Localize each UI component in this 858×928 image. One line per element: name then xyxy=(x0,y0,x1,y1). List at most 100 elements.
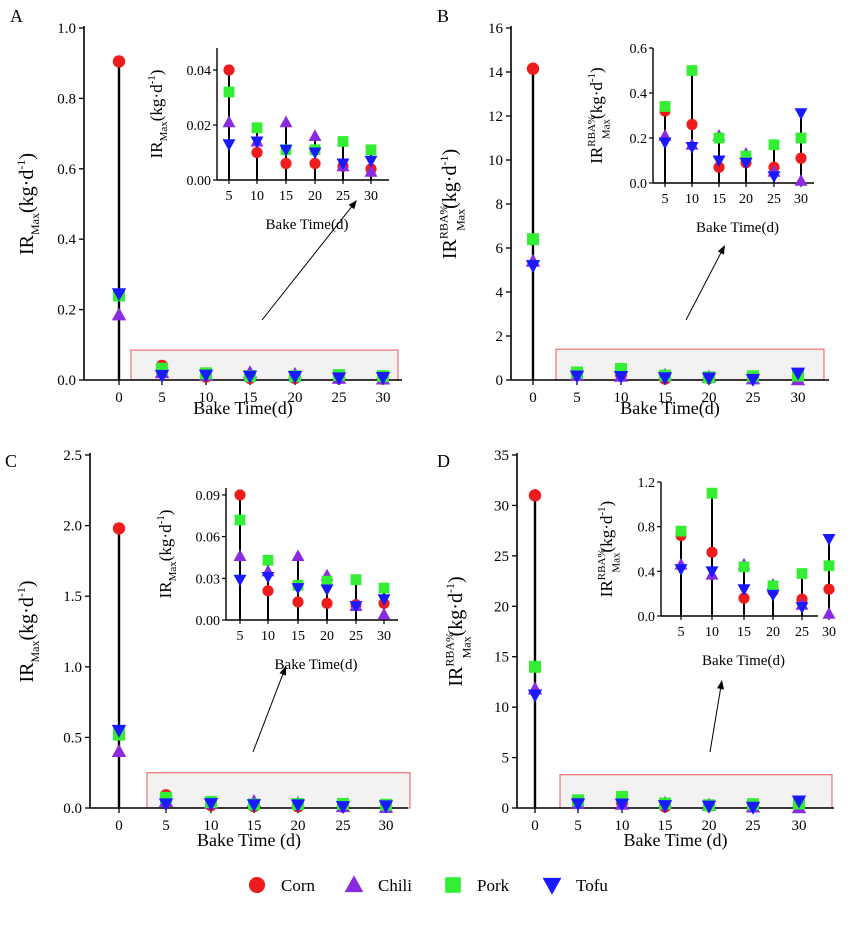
x-tick-label: 5 xyxy=(574,818,582,834)
marker-tofu-30 xyxy=(790,367,806,381)
inset-marker-tofu-20 xyxy=(320,584,334,597)
inset-marker-pork-10 xyxy=(262,554,274,566)
legend: Corn Chili Pork Tofu xyxy=(248,875,608,895)
ylabel-base: IR xyxy=(16,662,38,683)
y-tick-label: 14 xyxy=(488,65,504,81)
y-tick-label: 0.0 xyxy=(63,801,82,817)
inset-x-tick-label: 10 xyxy=(250,189,264,204)
marker-tofu-25 xyxy=(331,372,347,386)
inset-marker-chili-15 xyxy=(279,115,293,128)
inset-y-tick-label: 0.0 xyxy=(638,610,656,625)
y-tick-label: 2 xyxy=(496,329,504,345)
inset-marker-corn-15 xyxy=(738,592,750,604)
inset-marker-corn-30 xyxy=(795,152,807,164)
marker-tofu-15 xyxy=(242,370,258,384)
ylabel-close: ) xyxy=(147,70,166,76)
y-tick-label: 0 xyxy=(502,801,510,817)
x-tick-label: 30 xyxy=(791,390,806,406)
zoom-arrow xyxy=(252,672,284,753)
y-tick-label: 0.0 xyxy=(57,373,76,389)
inset-x-axis-title: Bake Time(d) xyxy=(696,220,779,236)
zoom-arrow-head xyxy=(279,666,287,676)
inset-marker-tofu-5 xyxy=(222,139,236,151)
legend-item-pork: Pork xyxy=(445,876,510,895)
svg-text:IRRBA%Max(kg·d-1): IRRBA% Max(kg·d-1) xyxy=(437,149,468,259)
x-tick-label: 25 xyxy=(746,390,761,406)
inset-marker-tofu-5 xyxy=(233,574,247,587)
x-tick-label: 30 xyxy=(379,818,394,834)
x-axis-title: Bake Time(d) xyxy=(193,398,293,419)
inset-marker-tofu-5 xyxy=(658,137,672,150)
inset-y-tick-label: 0.09 xyxy=(196,489,221,504)
marker-corn-0 xyxy=(112,522,126,535)
y-axis-title: IRRBA% Max(kg·d-1) xyxy=(443,576,474,686)
inset-y-tick-label: 0.6 xyxy=(630,42,648,57)
inset-y-tick-label: 0.4 xyxy=(638,565,656,580)
inset-y-tick-label: 0.00 xyxy=(187,174,212,189)
legend-label: Corn xyxy=(281,876,316,895)
inset-x-tick-label: 25 xyxy=(349,629,363,644)
inset-x-tick-label: 30 xyxy=(364,189,378,204)
marker-pork-0 xyxy=(527,233,539,246)
inset-y-tick-label: 0.02 xyxy=(187,119,212,134)
marker-tofu-10 xyxy=(614,798,630,812)
inset-marker-tofu-10 xyxy=(261,571,275,584)
inset-x-tick-label: 5 xyxy=(678,625,685,640)
legend-marker-tofu xyxy=(542,877,562,895)
inset-y-axis-title: IRMax(kg·d-1) xyxy=(155,510,179,599)
legend-marker-corn xyxy=(248,876,266,894)
inset-x-tick-label: 15 xyxy=(737,625,751,640)
x-tick-label: 5 xyxy=(573,390,581,406)
legend-item-chili: Chili xyxy=(344,875,412,895)
inset-marker-chili-5 xyxy=(233,549,247,562)
ylabel-unit: (kg·d xyxy=(147,84,166,121)
marker-tofu-15 xyxy=(246,799,262,813)
ylabel-sub: Max xyxy=(167,561,179,582)
inset-marker-pork-25 xyxy=(796,568,808,579)
x-tick-label: 10 xyxy=(615,818,630,834)
ylabel-exp: -1 xyxy=(155,515,167,524)
marker-tofu-5 xyxy=(570,798,586,812)
x-tick-label: 30 xyxy=(376,390,391,406)
svg-text:IRRBA%Max(kg·d-1): IRRBA% Max(kg·d-1) xyxy=(443,576,474,686)
x-tick-label: 20 xyxy=(291,818,306,834)
x-tick-label: 25 xyxy=(746,818,761,834)
inset-marker-pork-10 xyxy=(706,487,718,499)
inset-chart: 0.00 0.03 0.06 0.09 5 10 15 20 25 30 Bake Time(d) I… xyxy=(155,488,398,673)
y-tick-label: 0.6 xyxy=(57,162,76,178)
panel-a: A 0.0 0.2 0.4 0.6 0.8 1.0 0 5 10 15 20 25 30 Bake Time… xyxy=(10,6,402,419)
marker-tofu-20 xyxy=(701,372,717,386)
marker-corn-0 xyxy=(528,489,542,502)
x-tick-label: 25 xyxy=(332,390,347,406)
inset-x-tick-label: 30 xyxy=(377,629,391,644)
ylabel-close: ) xyxy=(445,576,467,583)
inset-x-tick-label: 5 xyxy=(662,192,669,207)
ylabel-close: ) xyxy=(156,510,175,516)
y-tick-label: 35 xyxy=(494,448,509,464)
inset-marker-tofu-25 xyxy=(767,171,781,183)
inset-x-tick-label: 30 xyxy=(794,192,808,207)
panel-letter: C xyxy=(5,451,17,471)
ylabel-unit: (kg·d xyxy=(597,515,616,552)
y-tick-label: 1.0 xyxy=(63,660,82,676)
marker-tofu-0 xyxy=(527,689,543,703)
inset-y-tick-label: 1.2 xyxy=(638,476,656,491)
marker-tofu-30 xyxy=(791,795,807,809)
marker-tofu-30 xyxy=(375,372,391,386)
marker-tofu-15 xyxy=(657,800,673,814)
svg-text:IRMax(kg·d-1): IRMax(kg·d-1) xyxy=(14,581,42,683)
inset-marker-tofu-30 xyxy=(377,594,391,606)
inset-y-axis-title: IRRBA% Max(kg·d-1) xyxy=(596,501,622,597)
inset-x-tick-label: 25 xyxy=(795,625,809,640)
inset-marker-corn-10 xyxy=(251,146,263,159)
y-tick-label: 10 xyxy=(488,153,503,169)
inset-marker-tofu-5 xyxy=(674,564,688,576)
x-tick-label: 10 xyxy=(199,390,214,406)
inset-marker-pork-15 xyxy=(713,132,725,144)
inset-marker-pork-20 xyxy=(767,580,779,592)
ylabel-close: ) xyxy=(16,153,38,160)
inset-x-tick-label: 20 xyxy=(766,625,780,640)
inset-x-axis-title: Bake Time(d) xyxy=(275,657,358,673)
inset-marker-chili-30 xyxy=(794,174,808,186)
